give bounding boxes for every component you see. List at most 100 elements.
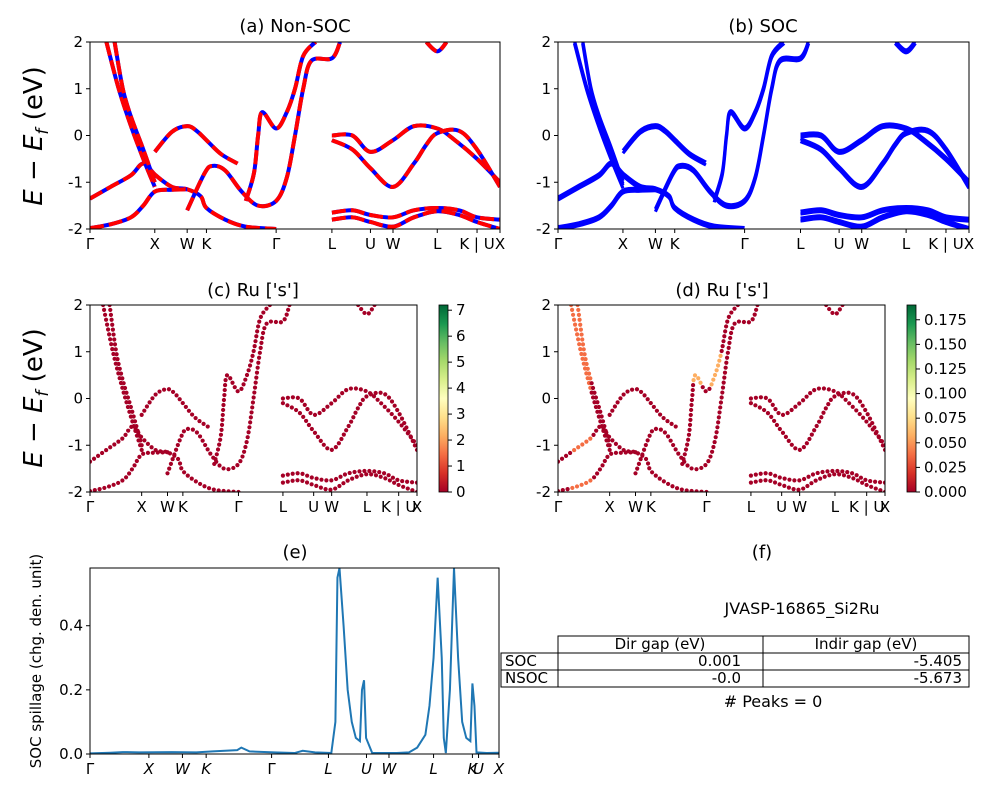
y-tick-label: 0.0 xyxy=(59,745,83,763)
panel-b-frame xyxy=(557,41,970,230)
projection-point xyxy=(589,381,594,386)
projection-point xyxy=(830,468,835,474)
projection-point xyxy=(106,484,112,489)
projection-point xyxy=(144,404,150,409)
projection-point xyxy=(793,446,798,451)
projection-point xyxy=(232,385,237,390)
projection-point xyxy=(290,395,295,400)
projection-point xyxy=(560,488,565,492)
projection-point xyxy=(780,430,786,435)
projection-point xyxy=(854,395,860,400)
projection-point xyxy=(243,377,248,382)
projection-point xyxy=(382,404,387,409)
projection-point xyxy=(592,390,597,395)
projection-point xyxy=(707,386,712,391)
projection-point xyxy=(686,437,691,442)
projection-point xyxy=(107,305,112,308)
x-tick-label: U xyxy=(365,235,376,253)
projection-point xyxy=(124,400,129,405)
band-line xyxy=(800,204,969,220)
y-tick-label: 0 xyxy=(541,127,551,145)
y-tick-label: -2 xyxy=(68,220,83,238)
x-tick-label: Γ xyxy=(86,235,95,253)
x-tick-label: W xyxy=(386,235,401,253)
y-tick-label: 0 xyxy=(541,390,551,408)
projection-point xyxy=(680,461,685,467)
band-line-nsoc xyxy=(424,42,449,54)
y-tick-label: -2 xyxy=(536,220,551,238)
x-tick-label: X xyxy=(493,760,505,778)
projection-point xyxy=(662,430,668,435)
projection-point xyxy=(712,372,718,378)
projection-point xyxy=(576,312,582,317)
projection-point xyxy=(815,470,820,476)
projection-point xyxy=(251,395,256,400)
projection-point xyxy=(111,351,116,357)
projection-point xyxy=(308,410,313,416)
projection-point xyxy=(177,438,182,443)
projection-point xyxy=(258,345,263,350)
projection-point xyxy=(246,368,251,373)
projection-point xyxy=(254,375,259,380)
projection-point xyxy=(108,337,113,342)
y-tick-label: -2 xyxy=(536,483,551,501)
projection-point xyxy=(570,312,576,317)
projection-point xyxy=(297,411,303,416)
projection-point xyxy=(578,346,583,352)
projection-point xyxy=(580,337,585,342)
projection-point xyxy=(295,395,300,400)
projection-point xyxy=(576,307,581,313)
projection-point xyxy=(226,489,231,492)
projection-point xyxy=(198,481,203,487)
projection-point xyxy=(839,394,845,399)
y-tick-label: 1 xyxy=(541,80,551,98)
panel-a-bands xyxy=(90,42,500,229)
projection-point xyxy=(607,447,612,453)
projection-point xyxy=(732,321,737,326)
projection-point xyxy=(772,480,778,485)
projection-point xyxy=(295,471,300,476)
x-tick-label: X xyxy=(605,498,615,516)
panel-a-title: (a) Non-SOC xyxy=(239,16,350,37)
x-tick-label: Γ xyxy=(554,498,563,516)
projection-point xyxy=(599,414,604,419)
projection-point xyxy=(346,423,351,429)
projection-point xyxy=(95,453,101,458)
projection-point xyxy=(389,411,394,417)
colorbar-tick-label: 0.125 xyxy=(924,360,967,378)
projection-point xyxy=(132,463,137,468)
projection-point xyxy=(581,347,586,352)
projection-point xyxy=(757,405,762,410)
x-tick-label: K xyxy=(670,235,681,253)
panel-b-bands xyxy=(558,42,969,229)
projection-point xyxy=(584,361,589,367)
projection-point xyxy=(828,397,833,402)
projection-point xyxy=(401,484,406,489)
x-tick-label: L xyxy=(831,498,840,516)
projection-point xyxy=(248,415,253,420)
projection-point xyxy=(776,410,781,416)
projection-point xyxy=(668,438,673,443)
projection-point xyxy=(718,400,724,405)
projection-point xyxy=(792,478,797,483)
projection-point xyxy=(773,407,778,412)
x-tick-label: K xyxy=(201,760,212,778)
band-line xyxy=(800,122,969,182)
projection-point xyxy=(777,426,782,432)
projection-point xyxy=(284,312,289,317)
projection-point xyxy=(720,385,726,390)
projection-point xyxy=(610,438,615,443)
projection-point xyxy=(364,472,369,477)
band-line-nsoc xyxy=(112,42,157,183)
projection-point xyxy=(573,327,579,332)
x-tick-label: Γ xyxy=(702,498,711,516)
projection-point xyxy=(354,474,359,479)
projection-point xyxy=(324,478,329,483)
projection-point xyxy=(865,412,870,417)
projection-point xyxy=(254,334,259,339)
x-tick-label: W xyxy=(792,498,807,516)
projection-point xyxy=(785,410,790,416)
table-header-dir: Dir gap (eV) xyxy=(615,635,706,653)
gap-table: Dir gap (eV) Indir gap (eV) SOC 0.001 -5… xyxy=(500,635,970,688)
projection-point xyxy=(334,476,339,482)
